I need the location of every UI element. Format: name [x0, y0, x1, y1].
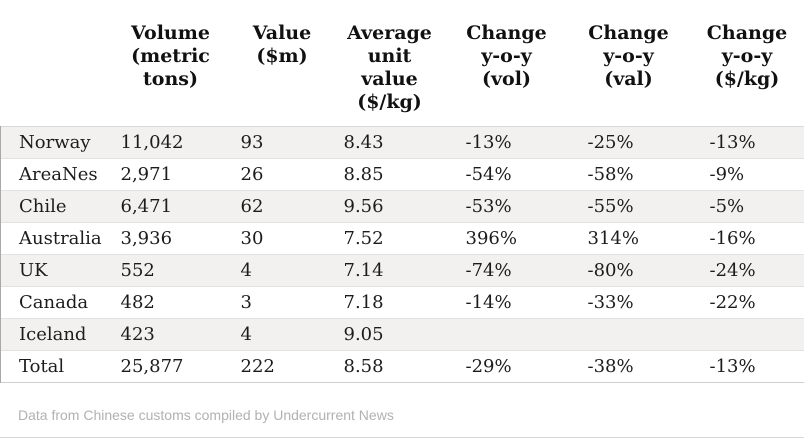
cell: 9.56: [343, 195, 384, 217]
table-body: Norway 11,042 93 8.43 -13% -25% -13% AreaNes 2,9…: [0, 126, 804, 382]
cell: 7.18: [343, 291, 384, 313]
cell: 482: [120, 291, 155, 313]
cell: -13%: [689, 350, 804, 382]
cell: 4: [240, 323, 252, 345]
cell: -9%: [689, 158, 804, 190]
cell: 8.85: [343, 163, 384, 185]
cell: 314%: [587, 227, 639, 249]
cell: 552: [120, 259, 155, 281]
cell: -33%: [587, 291, 634, 313]
row-label: Canada: [0, 286, 111, 318]
cell: 62: [240, 195, 264, 217]
cell: 4: [240, 259, 252, 281]
cell: -16%: [689, 222, 804, 254]
cell: 25,877: [120, 355, 184, 377]
row-label: Chile: [0, 190, 111, 222]
cell: -38%: [587, 355, 634, 377]
cell: -29%: [465, 355, 512, 377]
cell: 3: [240, 291, 252, 313]
cell: -58%: [587, 163, 634, 185]
bottom-rule: [0, 437, 804, 438]
table-row: Australia 3,936 30 7.52 396% 314% -16%: [0, 222, 804, 254]
cell: 6,471: [120, 195, 173, 217]
cell: 93: [240, 131, 264, 153]
column-header-change-val: Change y-o-y (val): [567, 0, 690, 126]
cell: 11,042: [120, 131, 184, 153]
cell: -25%: [587, 131, 634, 153]
cell: -54%: [465, 163, 512, 185]
table-row: Chile 6,471 62 9.56 -53% -55% -5%: [0, 190, 804, 222]
cell: 26: [240, 163, 264, 185]
cell: -13%: [465, 131, 512, 153]
cell: 8.58: [343, 355, 384, 377]
column-header-change-kg: Change y-o-y ($/kg): [689, 0, 804, 126]
cell: -80%: [587, 259, 634, 281]
cell: -13%: [689, 126, 804, 158]
row-label: UK: [0, 254, 111, 286]
cell: 222: [240, 355, 275, 377]
row-label: Total: [0, 350, 111, 382]
cell: 9.05: [343, 323, 384, 345]
cell: -24%: [689, 254, 804, 286]
table-row: Canada 482 3 7.18 -14% -33% -22%: [0, 286, 804, 318]
cell: 3,936: [120, 227, 173, 249]
row-label: Iceland: [0, 318, 111, 350]
table-row: UK 552 4 7.14 -74% -80% -24%: [0, 254, 804, 286]
cell: -22%: [689, 286, 804, 318]
cell: 7.52: [343, 227, 384, 249]
cell: 8.43: [343, 131, 384, 153]
cell: 396%: [465, 227, 517, 249]
column-header-country: [0, 0, 111, 126]
footer-source: Data from Chinese customs compiled by Un…: [18, 406, 394, 423]
column-header-value: Value ($m): [230, 0, 334, 126]
cell: -74%: [465, 259, 512, 281]
cell: -5%: [689, 190, 804, 222]
cell: -55%: [587, 195, 634, 217]
row-label: Australia: [0, 222, 111, 254]
cell: 2,971: [120, 163, 173, 185]
cell: 30: [240, 227, 264, 249]
row-label: AreaNes: [0, 158, 111, 190]
cell: -14%: [465, 291, 512, 313]
cell: [568, 318, 690, 350]
cell: -53%: [465, 195, 512, 217]
customs-data-table: Volume (metric tons) Value ($m) Average …: [0, 0, 804, 382]
cell: [446, 318, 568, 350]
column-header-avg-unit-value: Average unit value ($/kg): [333, 0, 446, 126]
column-header-change-vol: Change y-o-y (vol): [445, 0, 568, 126]
column-header-volume: Volume (metric tons): [110, 0, 231, 126]
cell: 423: [120, 323, 155, 345]
table-row: Iceland 423 4 9.05: [0, 318, 804, 350]
table-row: Total 25,877 222 8.58 -29% -38% -13%: [0, 350, 804, 382]
cell: [689, 318, 804, 350]
table-row: AreaNes 2,971 26 8.85 -54% -58% -9%: [0, 158, 804, 190]
table-row: Norway 11,042 93 8.43 -13% -25% -13%: [0, 126, 804, 158]
row-label: Norway: [0, 126, 111, 158]
table-header-row: Volume (metric tons) Value ($m) Average …: [0, 0, 804, 126]
cell: 7.14: [343, 259, 384, 281]
